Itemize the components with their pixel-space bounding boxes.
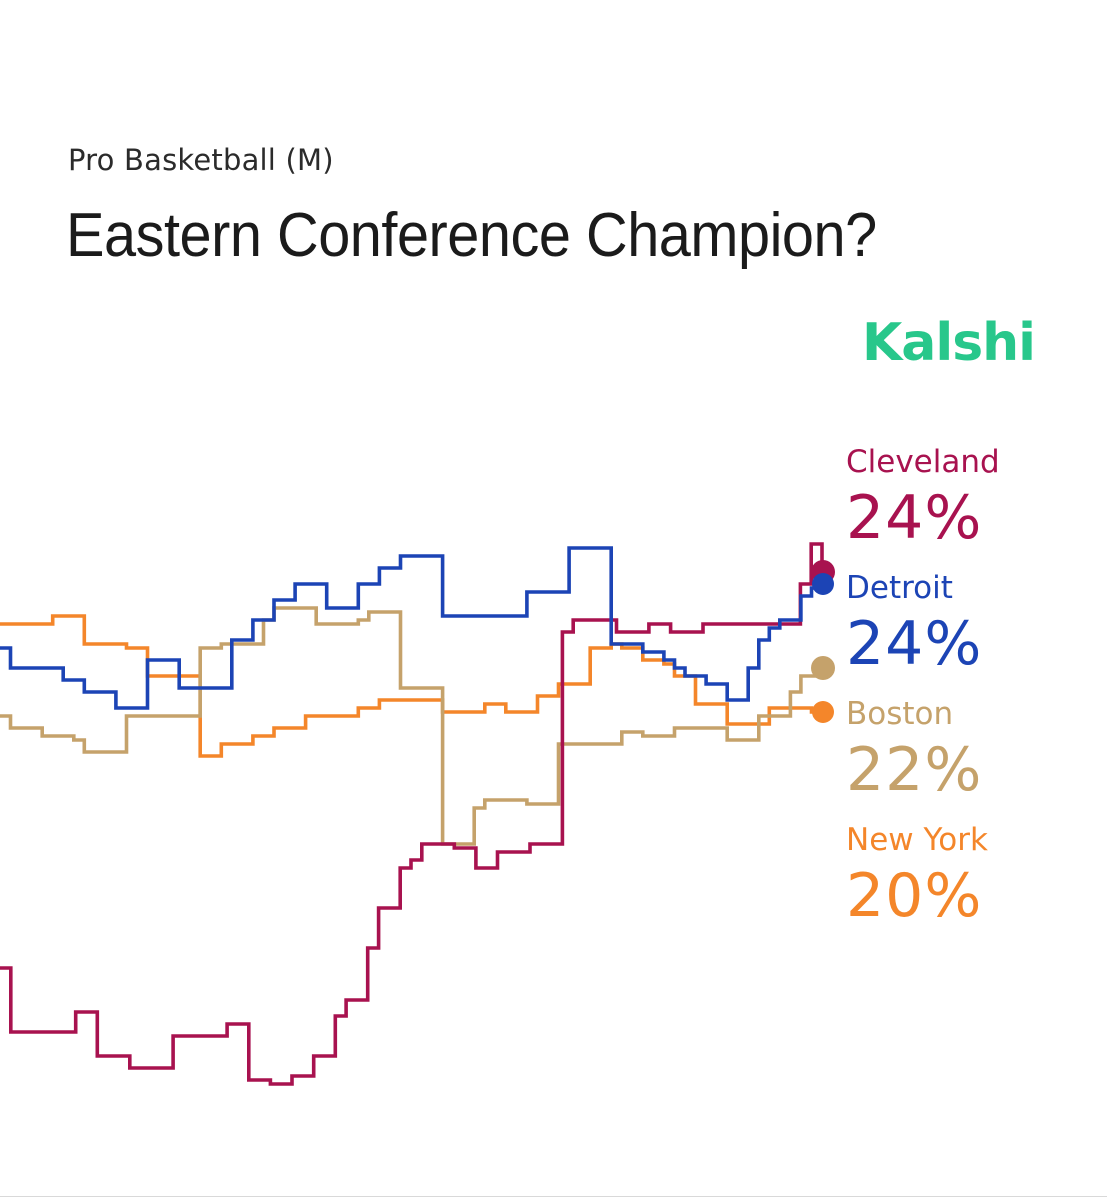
legend-name-detroit: Detroit	[846, 570, 953, 606]
legend-name-cleveland: Cleveland	[846, 444, 1000, 480]
series-line-detroit	[0, 546, 824, 710]
end-dot-boston	[811, 656, 835, 680]
legend-value-boston: 22%	[846, 735, 982, 805]
series-lines	[0, 542, 824, 1086]
legend-name-new-york: New York	[846, 822, 988, 858]
series-end-markers	[811, 560, 835, 723]
legend-name-boston: Boston	[846, 696, 953, 732]
series-line-cleveland	[0, 542, 824, 1086]
kalshi-logo: Kalshi	[862, 313, 1036, 373]
legend-value-cleveland: 24%	[846, 483, 982, 553]
end-dot-detroit	[812, 573, 834, 595]
end-dot-new-york	[812, 701, 834, 723]
category-label: Pro Basketball (M)	[68, 143, 334, 177]
legend-value-new-york: 20%	[846, 861, 982, 931]
bottom-divider	[0, 1196, 1107, 1197]
series-line-new-york	[0, 614, 822, 758]
legend-value-detroit: 24%	[846, 609, 982, 679]
series-line-boston	[0, 606, 824, 846]
chart-title: Eastern Conference Champion?	[66, 201, 877, 270]
